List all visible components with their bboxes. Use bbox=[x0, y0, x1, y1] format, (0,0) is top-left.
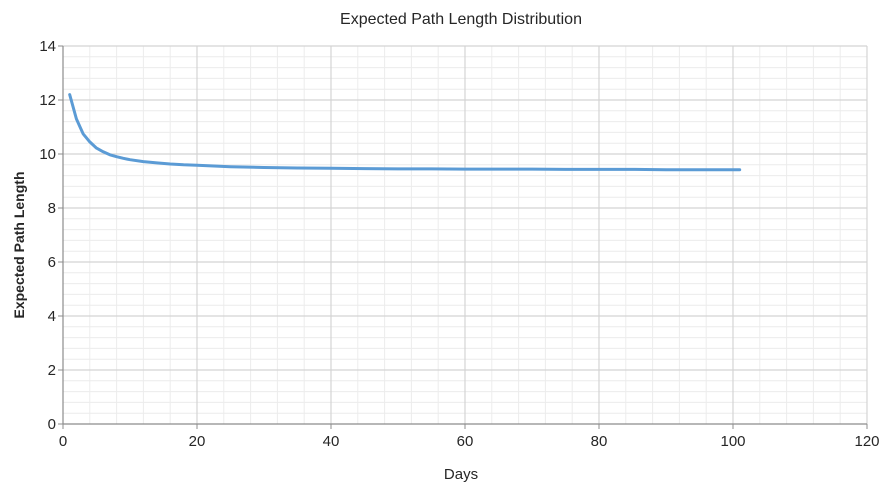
x-tick-label: 40 bbox=[323, 433, 340, 450]
x-tick-label: 80 bbox=[591, 433, 608, 450]
x-tick-label: 120 bbox=[854, 433, 879, 450]
y-tick-label: 0 bbox=[48, 416, 56, 433]
series-line bbox=[68, 93, 742, 172]
x-axis-label: Days bbox=[444, 466, 478, 483]
y-axis-label: Expected Path Length bbox=[11, 171, 27, 318]
y-tick-label: 8 bbox=[48, 200, 56, 217]
x-tick-label: 20 bbox=[189, 433, 206, 450]
chart-title: Expected Path Length Distribution bbox=[340, 11, 582, 28]
x-tick-label: 0 bbox=[59, 433, 67, 450]
tick-labels: 0 20 40 60 80 100 120 0 2 4 6 8 10 12 14 bbox=[39, 38, 879, 450]
x-tick-label: 100 bbox=[720, 433, 745, 450]
y-tick-label: 6 bbox=[48, 254, 56, 271]
major-grid bbox=[63, 45, 868, 424]
y-tick-label: 2 bbox=[48, 362, 56, 379]
y-tick-label: 12 bbox=[39, 92, 56, 109]
axes bbox=[58, 45, 868, 429]
y-tick-label: 10 bbox=[39, 146, 56, 163]
x-tick-label: 60 bbox=[457, 433, 474, 450]
series-layer bbox=[68, 93, 742, 172]
y-tick-label: 4 bbox=[48, 308, 56, 325]
y-tick-label: 14 bbox=[39, 38, 56, 55]
